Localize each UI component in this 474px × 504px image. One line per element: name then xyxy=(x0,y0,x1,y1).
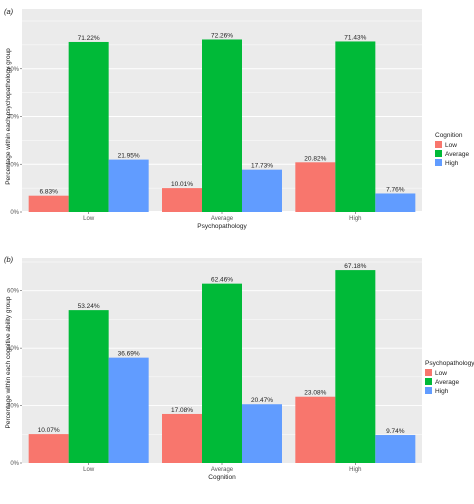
legend-key-low xyxy=(425,369,432,376)
y-tick-label: 0% xyxy=(10,210,19,216)
panel-label: (a) xyxy=(4,7,14,16)
bar-value-label: 36.69% xyxy=(118,351,140,358)
x-axis-title: Cognition xyxy=(208,474,236,481)
legend: Cognition Low Average High xyxy=(435,132,469,167)
bar-average-average xyxy=(202,39,242,212)
bar-low-low xyxy=(28,434,69,463)
bar-value-label: 10.01% xyxy=(171,181,193,188)
legend-key-average xyxy=(435,150,442,157)
bar-average-low xyxy=(68,310,109,463)
bar-average-high xyxy=(335,41,376,212)
legend-key-average xyxy=(425,378,432,385)
bar-high-low xyxy=(108,357,149,463)
x-tick-label: High xyxy=(349,467,361,473)
bar-low-low xyxy=(28,195,69,212)
bar-high-low xyxy=(108,159,149,212)
bar-value-label: 6.83% xyxy=(39,189,58,196)
bar-value-label: 23.08% xyxy=(304,390,326,397)
bar-value-label: 20.47% xyxy=(251,397,273,404)
bar-average-average xyxy=(202,283,242,463)
bar-average-low xyxy=(68,41,109,212)
y-tick-label: 20% xyxy=(7,404,20,410)
bar-low-high xyxy=(295,396,336,463)
bar-value-label: 7.76% xyxy=(386,186,405,193)
bar-value-label: 71.43% xyxy=(344,34,366,41)
bar-value-label: 67.18% xyxy=(344,263,366,270)
bar-low-average xyxy=(162,413,202,463)
x-axis-title: Psychopathology xyxy=(197,223,247,230)
bar-value-label: 72.26% xyxy=(211,32,233,39)
y-axis-title: Percentage within each psychopathology g… xyxy=(5,48,12,185)
bar-low-average xyxy=(162,188,202,212)
legend-label: Average xyxy=(445,151,469,158)
bar-value-label: 21.95% xyxy=(118,153,140,160)
bar-value-label: 53.24% xyxy=(78,303,100,310)
legend-key-high xyxy=(425,387,432,394)
bar-high-high xyxy=(375,435,416,463)
bar-value-label: 17.73% xyxy=(251,163,273,170)
bar-high-high xyxy=(375,193,416,212)
bar-value-label: 71.22% xyxy=(78,35,100,42)
x-tick-label: Low xyxy=(83,216,95,222)
y-tick-label: 40% xyxy=(7,115,20,121)
y-tick-label: 40% xyxy=(7,346,20,352)
legend-title: Psychopathology xyxy=(425,360,474,367)
x-tick-label: Low xyxy=(83,467,95,473)
legend: Psychopathology Low Average High xyxy=(425,360,474,395)
bar-value-label: 9.74% xyxy=(386,428,405,435)
bar-high-average xyxy=(242,404,282,463)
bar-value-label: 10.07% xyxy=(38,427,60,434)
y-tick-label: 20% xyxy=(7,162,20,168)
bar-high-average xyxy=(242,169,282,212)
bar-value-label: 62.46% xyxy=(211,277,233,284)
legend-key-low xyxy=(435,141,442,148)
bar-average-high xyxy=(335,270,376,463)
y-axis-title: Percentage within each cognitive ability… xyxy=(5,296,12,428)
legend-key-high xyxy=(435,159,442,166)
panel-label: (b) xyxy=(4,255,14,264)
x-tick-label: Average xyxy=(211,216,234,222)
legend-label: High xyxy=(435,388,449,395)
bar-value-label: 17.08% xyxy=(171,407,193,414)
legend-label: High xyxy=(445,160,459,167)
chart-panel-1: 0% 20% 40% 60% 6.83% 71.22% 21.95% Low 10.01% 72.… xyxy=(4,7,469,230)
legend-label: Low xyxy=(445,142,457,149)
chart-panel-2: 0% 20% 40% 60% 10.07% 53.24% 36.69% Low 17.08% 62… xyxy=(4,255,474,481)
legend-label: Low xyxy=(435,370,447,377)
y-tick-label: 0% xyxy=(10,461,19,467)
legend-title: Cognition xyxy=(435,132,463,139)
bar-value-label: 20.82% xyxy=(304,155,326,162)
bar-low-high xyxy=(295,162,336,212)
y-tick-label: 60% xyxy=(7,289,20,295)
x-tick-label: High xyxy=(349,216,361,222)
y-tick-label: 60% xyxy=(7,67,20,73)
legend-label: Average xyxy=(435,379,459,386)
x-tick-label: Average xyxy=(211,467,234,473)
